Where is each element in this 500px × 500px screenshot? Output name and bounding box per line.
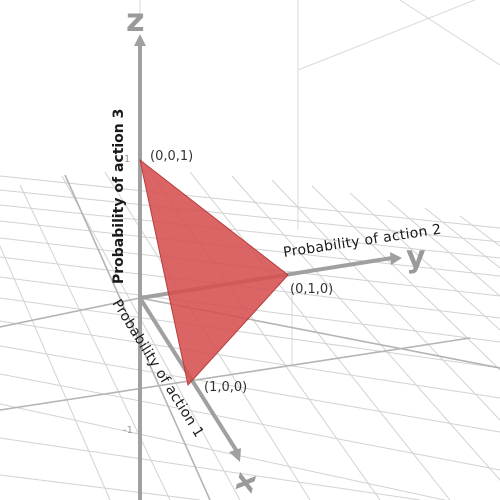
x-axis-arrowhead [229,448,241,462]
y-axis-letter: y [406,240,426,275]
floor-grid [0,169,500,500]
vertex-label-action-3: (0,0,1) [150,149,193,164]
probability-simplex-triangle [139,158,289,387]
z-axis-title: Probability of action 3 [111,109,127,284]
z-axis-arrowhead [134,34,146,46]
x-axis-letter: x [225,469,264,497]
y-tick-minus-1: -1 [123,425,133,436]
scene-bounding-box [139,0,500,365]
vertex-label-action-2: (0,1,0) [290,282,333,297]
z-axis-letter: z [126,1,145,39]
z-tick-1: 1 [124,154,130,165]
y-axis-arrowhead [390,252,402,265]
vertex-label-action-1: (1,0,0) [204,380,247,395]
